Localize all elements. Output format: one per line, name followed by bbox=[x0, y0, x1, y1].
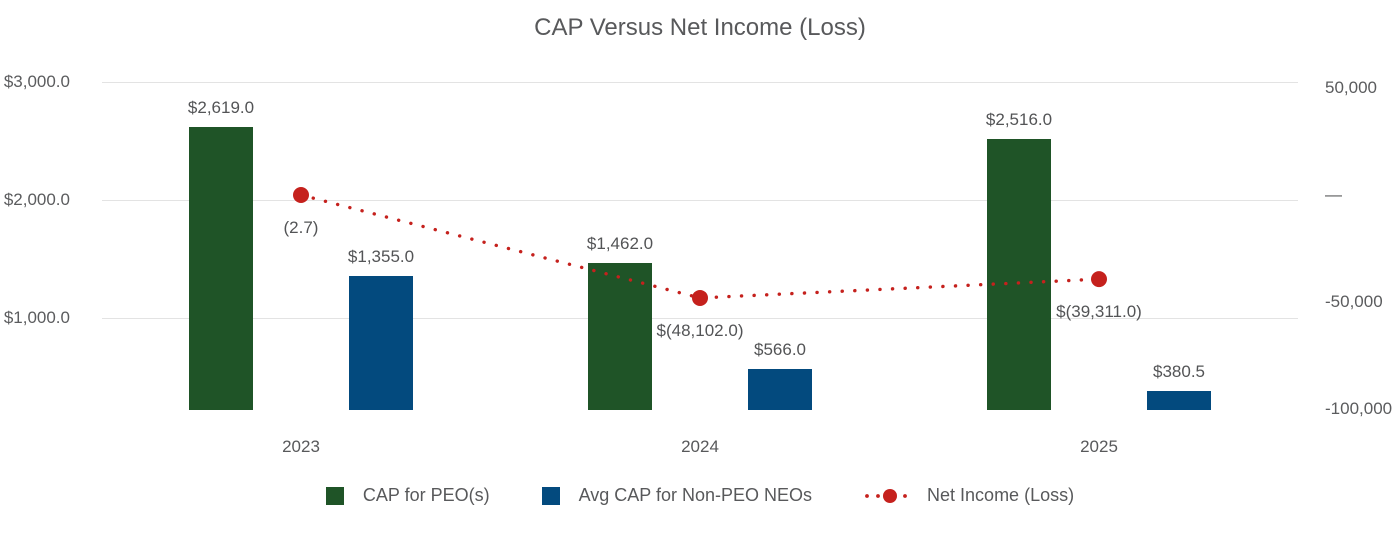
y-axis-label-right: -100,000 bbox=[1325, 399, 1393, 418]
bar-cap-for-peo-s-2023 bbox=[189, 126, 253, 410]
y-axis-label-right: — bbox=[1325, 185, 1342, 204]
legend-item-avg-cap-for-non-peo-neos: Avg CAP for Non-PEO NEOs bbox=[541, 485, 813, 506]
bar-label-avg-cap-for-non-peo-neos-2025: $380.5 bbox=[1153, 362, 1205, 382]
bar-cap-for-peo-s-2025 bbox=[987, 139, 1051, 410]
y-axis-label-right: 50,000 bbox=[1325, 78, 1377, 97]
point-label-net-income-loss-2023: (2.7) bbox=[283, 218, 319, 237]
legend-swatch-cap-for-peo-s bbox=[325, 486, 344, 505]
legend-label-avg-cap-for-non-peo-neos: Avg CAP for Non-PEO NEOs bbox=[578, 485, 813, 505]
bar-avg-cap-for-non-peo-neos-2025 bbox=[1147, 391, 1211, 410]
x-axis-label-2023: 2023 bbox=[282, 437, 320, 456]
legend-marker-dot bbox=[903, 493, 907, 498]
bar-avg-cap-for-non-peo-neos-2023 bbox=[349, 276, 413, 410]
net-income-dotted-line bbox=[299, 193, 1101, 300]
y-axis-label-right: -50,000 bbox=[1325, 292, 1383, 311]
point-net-income-loss-2025 bbox=[1091, 271, 1107, 288]
legend-item-cap-for-peo-s: CAP for PEO(s) bbox=[325, 485, 490, 506]
legend-marker-dot bbox=[883, 488, 898, 503]
point-label-net-income-loss-2024: $(48,102.0) bbox=[656, 320, 744, 340]
point-net-income-loss-2023 bbox=[293, 187, 309, 204]
gridline bbox=[102, 199, 1298, 201]
bar-label-avg-cap-for-non-peo-neos-2024: $566.0 bbox=[754, 340, 806, 360]
y-axis-label-left: $2,000.0 bbox=[3, 190, 70, 209]
legend-marker-dot bbox=[865, 493, 869, 498]
point-label-net-income-loss-2025: $(39,311.0) bbox=[1056, 302, 1142, 322]
chart-legend: CAP for PEO(s) Avg CAP for Non-PEO NEOs Ne… bbox=[0, 485, 1400, 506]
legend-dotted-line-marker bbox=[865, 488, 907, 503]
bar-label-cap-for-peo-s-2024: $1,462.0 bbox=[586, 234, 654, 254]
gridline bbox=[102, 317, 1298, 319]
legend-item-net-income-loss: Net Income (Loss) bbox=[864, 485, 1074, 506]
legend-label-cap-for-peo-s: CAP for PEO(s) bbox=[362, 485, 490, 505]
y-axis-label-left: $3,000.0 bbox=[3, 72, 70, 91]
bar-cap-for-peo-s-2024 bbox=[588, 263, 652, 410]
legend-marker-dot bbox=[876, 493, 880, 498]
bar-label-cap-for-peo-s-2025: $2,516.0 bbox=[985, 110, 1053, 130]
x-axis-label-2024: 2024 bbox=[681, 437, 719, 456]
bar-avg-cap-for-non-peo-neos-2024 bbox=[748, 369, 812, 410]
gridline bbox=[102, 81, 1298, 83]
legend-swatch-avg-cap-for-non-peo-neos bbox=[541, 486, 560, 505]
y-axis-label-left: $1,000.0 bbox=[3, 308, 70, 327]
point-net-income-loss-2024 bbox=[692, 289, 708, 306]
chart-title: CAP Versus Net Income (Loss) bbox=[534, 14, 866, 41]
bar-label-cap-for-peo-s-2023: $2,619.0 bbox=[187, 97, 255, 117]
x-axis-label-2025: 2025 bbox=[1080, 437, 1118, 456]
bar-label-avg-cap-for-non-peo-neos-2023: $1,355.0 bbox=[347, 247, 415, 267]
legend-label-net-income-loss: Net Income (Loss) bbox=[927, 485, 1075, 505]
